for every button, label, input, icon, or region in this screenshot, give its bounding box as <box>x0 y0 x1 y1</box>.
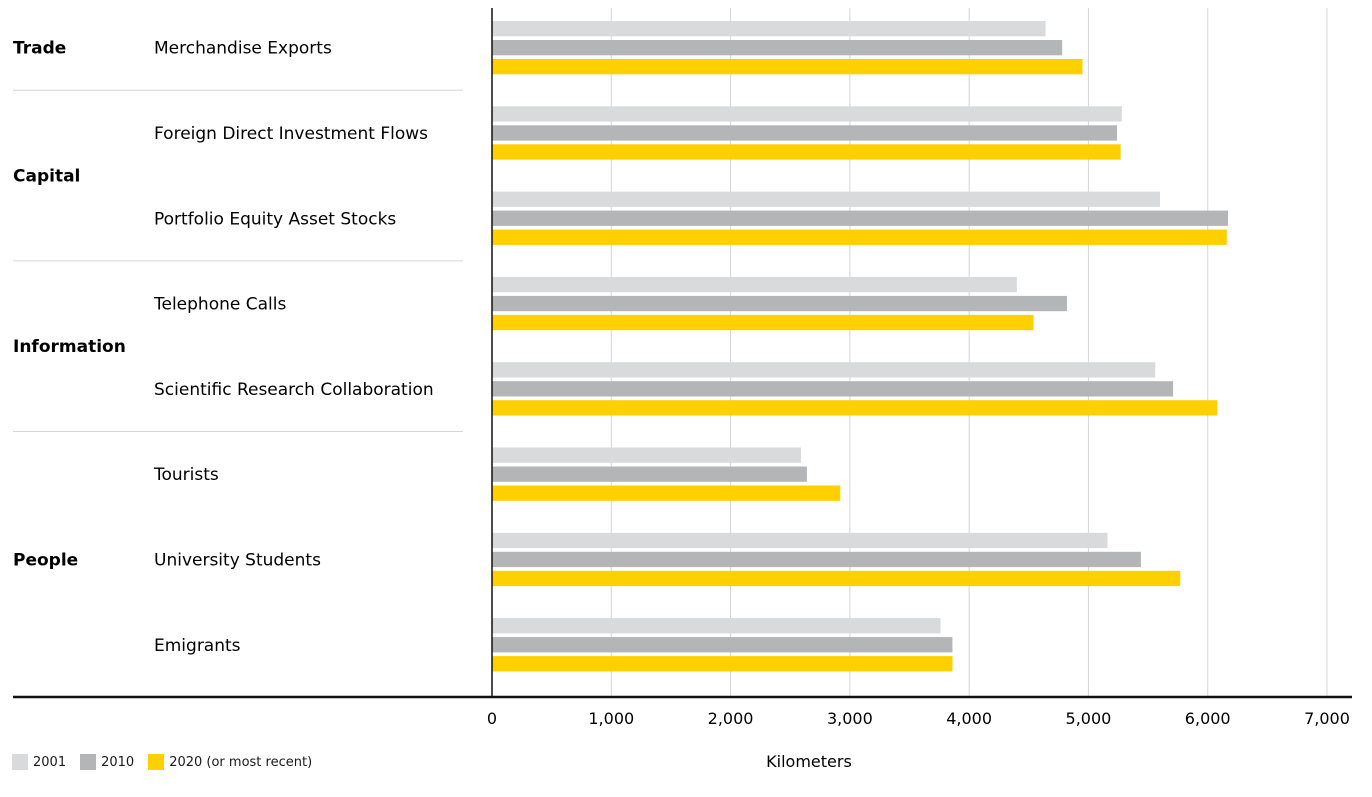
legend-swatch <box>12 754 28 770</box>
group-label: Capital <box>13 167 80 187</box>
x-tick-label: 6,000 <box>1185 709 1231 728</box>
category-label: Merchandise Exports <box>154 39 332 59</box>
bar-2-2020 <box>492 144 1121 160</box>
bar-7-2001 <box>492 532 1108 549</box>
category-label: Scientific Research Collaboration <box>154 380 434 400</box>
bar-5-2010 <box>492 381 1174 397</box>
group-label: Trade <box>13 39 66 59</box>
gridlines <box>610 8 1328 697</box>
bar-2-2010 <box>492 125 1118 141</box>
bars <box>492 21 1228 672</box>
legend-swatch <box>148 754 165 770</box>
bar-2-2001 <box>492 106 1122 122</box>
bar-5-2001 <box>492 362 1156 378</box>
legend-swatch <box>80 754 97 770</box>
bar-6-2001 <box>492 447 801 463</box>
legend-item: 2020 (or most recent) <box>148 754 312 770</box>
x-tick-label: 7,000 <box>1304 709 1350 728</box>
category-label: Portfolio Equity Asset Stocks <box>154 209 396 229</box>
bar-1-2001 <box>492 21 1046 37</box>
legend-item: 2010 <box>80 754 134 770</box>
group-label: Information <box>13 337 126 357</box>
bar-1-2010 <box>492 40 1063 56</box>
bar-4-2020 <box>492 314 1034 331</box>
group-label: People <box>13 550 78 570</box>
bar-3-2001 <box>492 191 1160 207</box>
bar-7-2020 <box>492 570 1181 587</box>
x-tick-label: 0 <box>487 709 497 728</box>
bar-8-2020 <box>492 656 953 672</box>
bar-4-2010 <box>492 295 1067 312</box>
bar-6-2010 <box>492 466 807 482</box>
bar-3-2010 <box>492 210 1228 226</box>
legend-item: 2001 <box>12 754 66 770</box>
category-label: Foreign Direct Investment Flows <box>154 124 428 144</box>
bar-5-2020 <box>492 400 1218 416</box>
category-label: Emigrants <box>154 636 241 656</box>
x-tick-label: 5,000 <box>1066 709 1112 728</box>
x-tick-labels: 0 1,000 2,000 3,000 4,000 5,000 6,000 7,000 <box>487 709 1350 728</box>
category-labels: Merchandise Exports Trade Foreign Direct I… <box>13 39 434 656</box>
group-separators <box>13 89 463 432</box>
x-tick-label: 2,000 <box>708 709 754 728</box>
category-label: University Students <box>154 550 321 570</box>
legend-label: 2001 <box>33 754 67 770</box>
bar-4-2001 <box>492 276 1017 293</box>
category-label: Telephone Calls <box>153 295 286 315</box>
x-tick-label: 4,000 <box>946 709 992 728</box>
legend-label: 2020 (or most recent) <box>169 754 313 770</box>
bar-3-2020 <box>492 229 1227 245</box>
x-axis-title: Kilometers <box>766 752 852 771</box>
category-label: Tourists <box>153 465 219 485</box>
axes <box>13 8 1352 699</box>
bar-7-2010 <box>492 551 1141 568</box>
x-tick-label: 3,000 <box>827 709 873 728</box>
bar-6-2020 <box>492 485 841 501</box>
legend: 2001 2010 2020 (or most recent) <box>12 753 326 771</box>
bar-8-2001 <box>492 618 941 634</box>
bar-1-2020 <box>492 59 1083 75</box>
legend-label: 2010 <box>101 754 135 770</box>
bar-8-2010 <box>492 637 953 653</box>
x-tick-label: 1,000 <box>588 709 634 728</box>
